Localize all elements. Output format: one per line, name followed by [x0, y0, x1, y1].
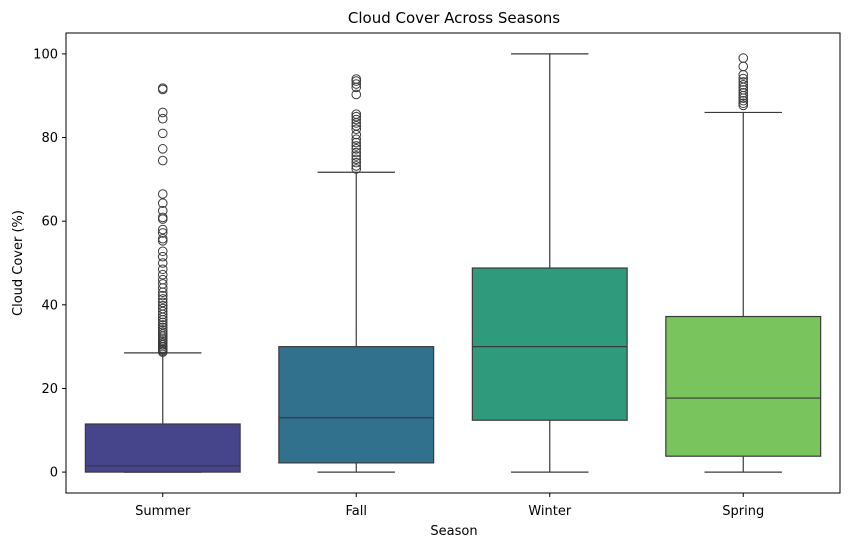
x-tick-label: Spring [722, 504, 764, 519]
x-tick-label: Winter [528, 504, 572, 519]
outlier-point [351, 154, 362, 165]
outlier-point [157, 246, 168, 257]
outlier-point [157, 303, 168, 314]
outlier-point [738, 98, 749, 109]
box-group-spring [665, 53, 822, 473]
outlier-point [351, 157, 362, 168]
x-tick-label: Fall [346, 504, 367, 519]
x-axis: Summer Fall Winter Spring [135, 493, 764, 519]
box-iqr [84, 423, 241, 473]
outlier-point [351, 134, 362, 145]
outlier-point [157, 224, 168, 235]
box-iqr [471, 267, 628, 421]
y-tick-label: 100 [33, 47, 58, 62]
outlier-point [351, 151, 362, 161]
outlier-point [738, 80, 749, 90]
outlier-point [351, 141, 362, 151]
outlier-point [351, 109, 362, 119]
outlier-point [157, 290, 168, 301]
outlier-point [738, 53, 749, 63]
outlier-point [157, 264, 168, 275]
outlier-point [351, 144, 362, 154]
outlier-point [351, 79, 362, 89]
outlier-point [157, 155, 168, 166]
outlier-point [157, 306, 168, 317]
box-group-summer [84, 83, 241, 473]
outlier-point [157, 144, 168, 154]
y-tick-label: 80 [41, 131, 58, 146]
outlier-point [157, 189, 168, 199]
outlier-point [351, 124, 362, 134]
outlier-point [157, 83, 168, 93]
outlier-point [157, 274, 168, 285]
outlier-point [157, 317, 168, 328]
y-axis: 0 20 40 60 80 100 [33, 47, 66, 481]
plot-marks [84, 53, 822, 473]
outlier-point [157, 258, 168, 268]
outlier-point [351, 147, 362, 158]
chart-title: Cloud Cover Across Seasons [348, 9, 560, 27]
outlier-point [351, 121, 362, 131]
outlier-point [157, 297, 168, 308]
outlier-point [157, 212, 168, 223]
outlier-point [738, 77, 749, 87]
outlier-point [157, 228, 168, 238]
outlier-point [351, 111, 362, 122]
outlier-point [157, 325, 168, 335]
outlier-point [738, 61, 749, 72]
box-group-winter [471, 53, 628, 473]
box-iqr [665, 315, 822, 457]
y-tick-label: 40 [41, 298, 58, 313]
outlier-point [157, 198, 168, 208]
outlier-point [157, 294, 168, 304]
outlier-point [157, 320, 168, 330]
y-tick-label: 0 [50, 466, 58, 481]
outlier-point [351, 137, 362, 148]
outlier-point [738, 88, 749, 98]
outlier-point [351, 161, 362, 171]
outlier-point [351, 89, 362, 100]
y-tick-label: 20 [41, 382, 58, 397]
outlier-point [157, 113, 168, 124]
outlier-point [738, 85, 749, 95]
box-iqr [278, 346, 435, 464]
x-axis-label: Season [430, 524, 477, 539]
outlier-point [738, 95, 749, 106]
outlier-point [738, 73, 749, 84]
plot-frame [65, 32, 841, 494]
box-group-fall [278, 74, 435, 473]
outlier-point [157, 236, 168, 246]
outlier-point [157, 300, 168, 311]
outlier-point [157, 279, 168, 289]
outlier-point [157, 269, 168, 280]
x-tick-label: Summer [135, 504, 191, 519]
y-axis-label: Cloud Cover (%) [11, 210, 26, 316]
outlier-point [351, 74, 362, 84]
outlier-point [351, 114, 362, 125]
outlier-point [157, 128, 168, 139]
outlier-point [157, 107, 168, 118]
y-tick-label: 60 [41, 215, 58, 230]
outlier-point [351, 164, 362, 174]
outlier-point [157, 322, 168, 333]
outlier-point [157, 233, 168, 244]
outlier-point [157, 205, 168, 216]
outlier-point [157, 251, 168, 262]
